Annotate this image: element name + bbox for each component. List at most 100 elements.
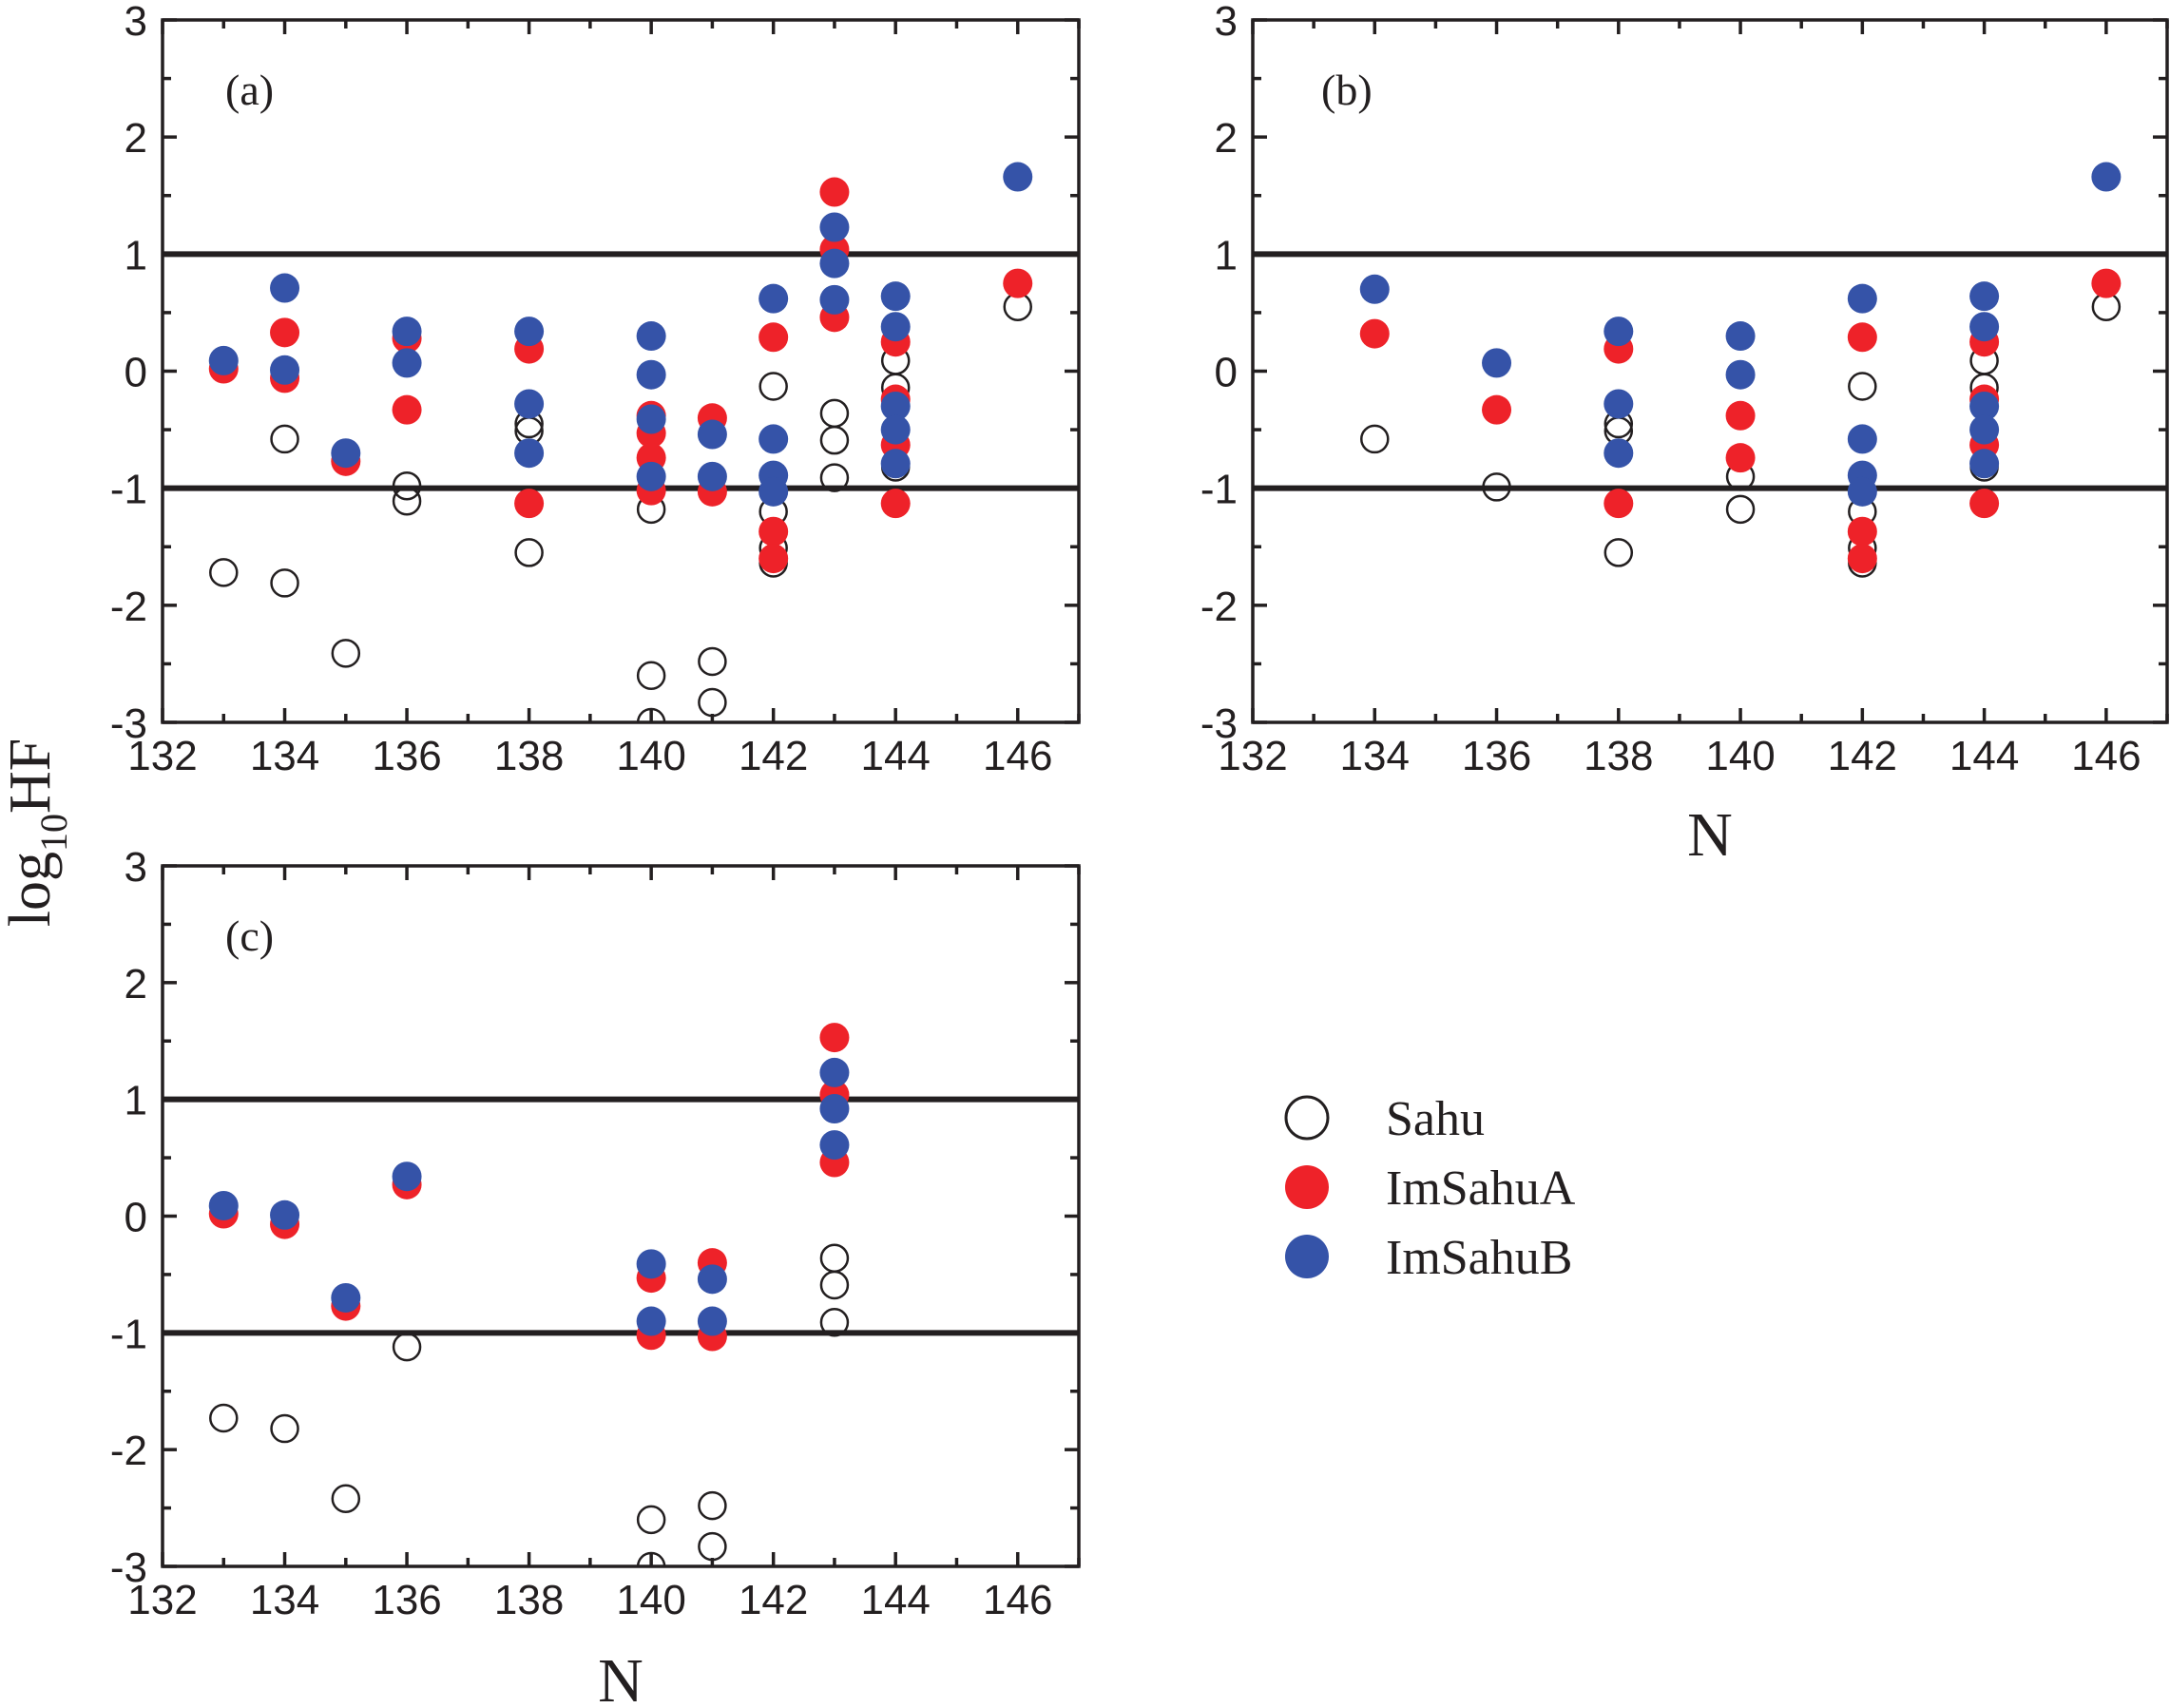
x-tick-label: 136 xyxy=(372,1577,441,1623)
data-point-sahu xyxy=(698,687,727,718)
legend-marker-sahu xyxy=(1284,1095,1330,1141)
data-point-imsahua xyxy=(759,516,789,547)
y-tick-label: 1 xyxy=(125,232,147,278)
data-point-imsahub xyxy=(697,461,727,491)
data-point-sahu xyxy=(698,1490,727,1521)
y-tick-label: 1 xyxy=(125,1078,147,1124)
data-point-sahu xyxy=(209,558,239,587)
y-tick-label: -3 xyxy=(110,700,147,747)
data-point-imsahub xyxy=(270,1199,300,1230)
data-point-sahu xyxy=(819,425,850,455)
x-tick-label: 136 xyxy=(372,733,441,779)
data-point-imsahub xyxy=(514,438,545,469)
data-point-imsahub xyxy=(880,449,911,479)
legend-marker-imsahua xyxy=(1285,1165,1329,1209)
legend-marker-imsahub xyxy=(1285,1235,1329,1278)
data-point-sahu xyxy=(331,1484,361,1514)
data-point-sahu xyxy=(392,470,422,501)
data-point-sahu xyxy=(392,486,422,516)
data-point-sahu xyxy=(698,1531,727,1562)
data-point-imsahua xyxy=(392,394,422,425)
data-point-imsahub xyxy=(1603,438,1634,469)
y-tick-label: 2 xyxy=(1215,115,1238,162)
data-point-sahu xyxy=(698,646,727,677)
x-tick-label: 144 xyxy=(860,1577,930,1623)
x-tick-label: 142 xyxy=(739,1577,808,1623)
data-point-imsahua xyxy=(1003,268,1033,298)
y-tick-label: 2 xyxy=(125,115,147,162)
markers xyxy=(1359,162,2122,578)
data-point-imsahub xyxy=(514,317,545,347)
data-point-sahu xyxy=(819,1308,850,1337)
data-point-imsahub xyxy=(270,355,300,385)
x-tick-label: 134 xyxy=(250,1577,319,1623)
y-tick-label: 0 xyxy=(125,1195,147,1241)
data-point-imsahub xyxy=(819,248,850,278)
data-point-imsahub xyxy=(331,1282,361,1313)
data-point-imsahua xyxy=(1359,318,1390,349)
data-point-imsahub xyxy=(392,317,422,347)
data-point-imsahub xyxy=(636,1249,666,1279)
panel-label: (c) xyxy=(225,912,274,960)
data-point-imsahub xyxy=(759,283,789,314)
data-point-imsahua xyxy=(2091,268,2122,298)
y-tick-label: -2 xyxy=(1200,584,1238,630)
data-point-imsahub xyxy=(819,284,850,315)
y-tick-label: 1 xyxy=(1215,232,1238,278)
data-point-imsahua xyxy=(880,489,911,519)
data-point-imsahub xyxy=(208,1190,239,1220)
data-point-imsahub xyxy=(880,312,911,342)
legend: Sahu ImSahuA ImSahuB xyxy=(1284,1092,1576,1285)
data-point-imsahub xyxy=(1603,389,1634,419)
y-axis-title-main: log xyxy=(0,852,63,927)
data-point-imsahub xyxy=(636,404,666,434)
y-tick-label: 2 xyxy=(125,961,147,1008)
data-point-sahu xyxy=(819,463,850,492)
x-tick-label: 132 xyxy=(127,733,197,779)
plot-frame xyxy=(1251,18,2169,724)
data-point-imsahub xyxy=(1969,281,2000,312)
data-point-sahu xyxy=(1482,472,1511,502)
x-tick-label: 138 xyxy=(1584,733,1653,779)
data-point-sahu xyxy=(392,1332,422,1362)
plot-frame xyxy=(161,864,1081,1568)
data-point-sahu xyxy=(270,1413,299,1444)
x-tick-label: 134 xyxy=(250,733,319,779)
data-point-imsahub xyxy=(392,348,422,378)
legend-label-sahu: Sahu xyxy=(1386,1092,1485,1146)
y-tick-label: -2 xyxy=(110,1428,147,1474)
data-point-sahu xyxy=(819,398,850,429)
data-point-imsahub xyxy=(270,273,300,303)
data-point-sahu xyxy=(1360,424,1390,454)
x-tick-label: 144 xyxy=(1949,733,2019,779)
data-point-imsahua xyxy=(1482,394,1512,425)
legend-label-imsahub: ImSahuB xyxy=(1386,1231,1572,1285)
data-point-imsahub xyxy=(392,1161,422,1192)
data-point-sahu xyxy=(819,1270,850,1300)
data-point-imsahub xyxy=(1969,391,2000,421)
y-tick-label: -3 xyxy=(1200,700,1238,747)
data-point-imsahub xyxy=(1482,348,1512,378)
x-axis-title: N xyxy=(598,1646,643,1708)
data-point-imsahua xyxy=(1603,489,1634,519)
data-point-imsahub xyxy=(819,1057,850,1087)
x-tick-label: 140 xyxy=(616,1577,685,1623)
data-point-imsahub xyxy=(1003,162,1033,192)
data-point-imsahua xyxy=(759,544,789,574)
y-tick-label: 3 xyxy=(125,844,147,891)
data-point-sahu xyxy=(331,639,361,668)
x-tick-label: 132 xyxy=(1218,733,1287,779)
data-point-imsahub xyxy=(1725,359,1756,390)
panel-a: 132 134 136 138 140 142 144 146 -3 -2 -1 0 1 2 3 (a) xyxy=(110,0,1081,779)
data-point-imsahua xyxy=(819,1023,850,1053)
data-point-imsahua xyxy=(1847,544,1877,574)
data-point-imsahua xyxy=(514,489,545,519)
y-axis-title-subscript: 10 xyxy=(32,814,75,852)
data-point-sahu xyxy=(514,538,544,567)
data-point-imsahua xyxy=(270,317,300,348)
data-point-sahu xyxy=(270,568,299,598)
panel-c: 132 134 136 138 140 142 144 146 -3 -2 -1 0 1 2 3 (c) N xyxy=(110,844,1081,1708)
data-point-imsahub xyxy=(697,1264,727,1295)
markers xyxy=(208,162,1033,722)
